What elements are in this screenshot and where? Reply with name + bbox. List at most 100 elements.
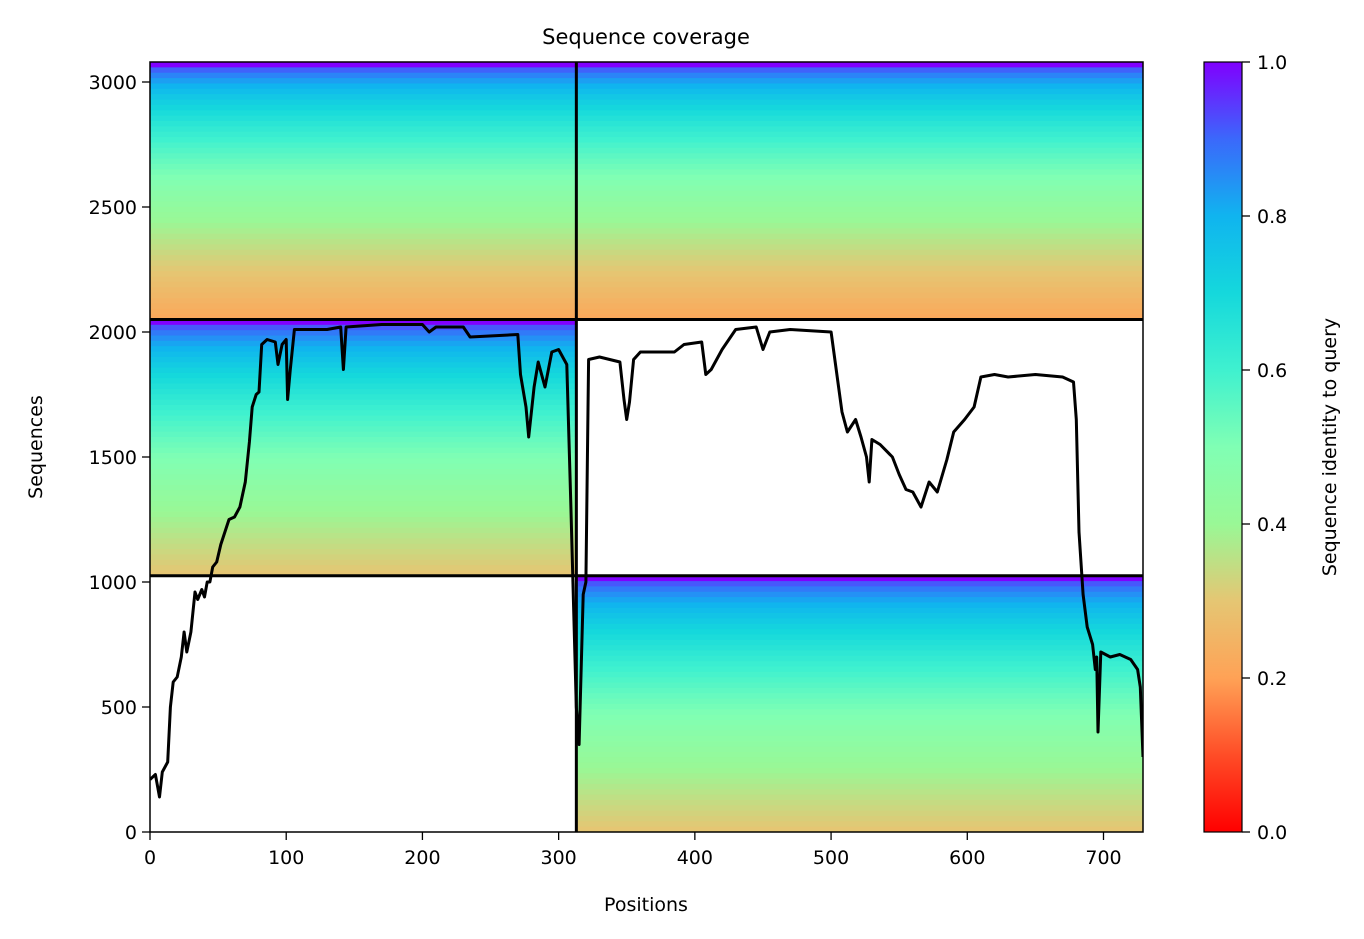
coverage-band [150,330,577,337]
coverage-band [576,661,1143,668]
coverage-band [150,404,577,411]
coverage-band [150,104,577,111]
coverage-band [150,372,577,379]
x-axis-ticks: 0 100 200 300 400 500 600 700 [144,832,1122,869]
coverage-band [150,517,577,523]
coverage-band [576,94,1143,101]
coverage-band [576,618,1143,625]
coverage-band [576,153,1143,160]
coverage-band [576,655,1143,662]
coverage-band [576,586,1143,593]
coverage-block-2 [150,319,577,577]
coverage-band [150,260,577,267]
coverage-band [576,142,1143,149]
coverage-band [576,265,1143,272]
coverage-band [576,83,1143,90]
coverage-band [150,415,577,422]
coverage-band [150,538,577,545]
coverage-band [576,131,1143,138]
coverage-band [150,324,577,331]
coverage-band [150,78,577,85]
coverage-band [576,147,1143,154]
coverage-band [576,671,1143,678]
coverage-band [576,757,1143,764]
coverage-band [576,104,1143,111]
colorbar-tick-label: 0.4 [1257,514,1287,536]
coverage-band [150,362,577,369]
coverage-band [576,255,1143,262]
coverage-band [150,292,577,299]
coverage-band [576,735,1143,742]
x-tick-label: 100 [268,847,304,869]
coverage-band [576,794,1143,801]
coverage-band [576,645,1143,652]
y-tick-label: 1000 [89,572,137,594]
plot-frame [149,61,1144,833]
coverage-band [150,319,577,326]
coverage-band [576,639,1143,646]
coverage-band [576,751,1143,758]
coverage-band [576,799,1143,806]
coverage-band [150,570,577,577]
coverage-band [576,276,1143,283]
coverage-band [576,115,1143,122]
coverage-band [576,602,1143,609]
coverage-band [576,629,1143,636]
coverage-band [150,174,577,181]
colorbar-label: Sequence identity to query [1319,318,1341,576]
coverage-band [150,228,577,235]
coverage-band [150,458,577,465]
coverage-band [576,826,1143,832]
x-tick-label: 200 [404,847,440,869]
coverage-band [576,591,1143,598]
y-tick-label: 1500 [89,447,137,469]
coverage-band [150,217,577,224]
chart-title: Sequence coverage [542,25,750,49]
coverage-band [150,201,577,208]
coverage-band [150,314,577,321]
coverage-band [150,222,577,229]
coverage-band [150,388,577,395]
coverage-band [576,693,1143,700]
coverage-band [150,511,577,518]
coverage-band [150,163,577,170]
coverage-band [150,126,577,133]
coverage-band [576,767,1143,774]
coverage-band [150,255,577,262]
coverage-band [150,452,577,459]
coverage-band [576,281,1143,288]
coverage-band [150,131,577,138]
coverage-band [150,99,577,106]
coverage-band [576,158,1143,165]
coverage-band [576,623,1143,630]
coverage-band [576,239,1143,245]
coverage-band [576,163,1143,170]
coverage-band [576,821,1143,828]
coverage-block-0 [150,62,577,321]
coverage-band [576,244,1143,251]
coverage-band [150,239,577,245]
coverage-band [150,147,577,154]
x-tick-label: 400 [677,847,713,869]
coverage-band [150,121,577,127]
coverage-band [576,298,1143,305]
coverage-band [150,94,577,101]
coverage-band [576,703,1143,710]
x-tick-label: 500 [813,847,849,869]
coverage-band [576,121,1143,127]
coverage-band [150,137,577,144]
coverage-band [576,62,1143,68]
coverage-band [576,575,1143,582]
coverage-band [150,83,577,90]
coverage-band [150,180,577,186]
coverage-band [150,190,577,197]
coverage-band [150,142,577,149]
coverage-band [150,554,577,561]
coverage-band [150,212,577,219]
coverage-band [576,805,1143,812]
coverage-band [576,217,1143,224]
coverage-band [150,484,577,491]
coverage-band [150,533,577,539]
coverage-band [576,206,1143,213]
coverage-band [576,698,1143,705]
